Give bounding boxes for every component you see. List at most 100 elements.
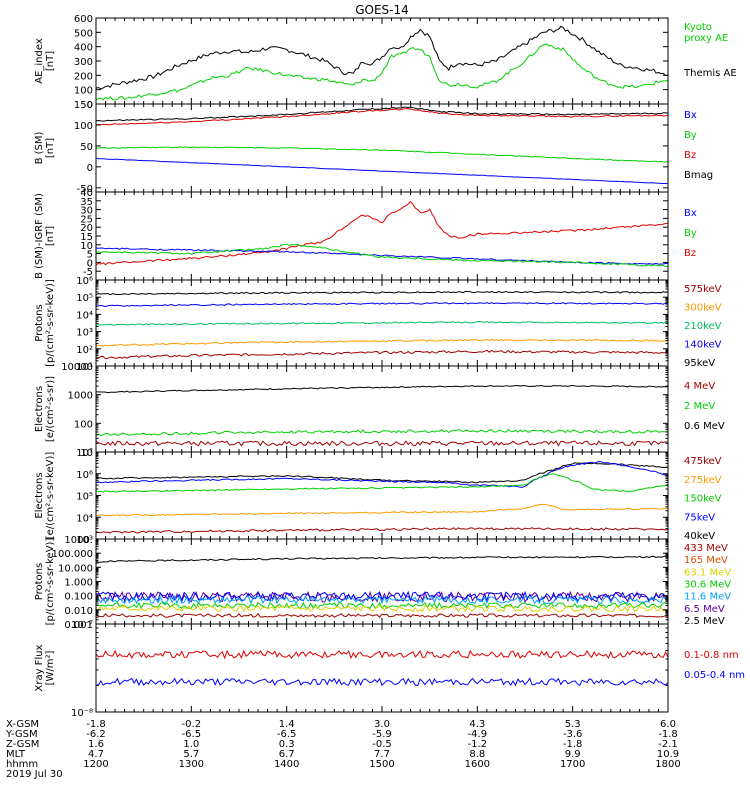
footer-value-z: 1.6 [88, 739, 104, 750]
footer-value-y: -3.6 [563, 729, 583, 740]
y-axis-label: Xray Flux [34, 644, 45, 691]
y-axis-label: [nT] [45, 138, 56, 158]
legend-b_igrf-1: By [684, 228, 697, 239]
footer-value-mlt: 7.7 [374, 749, 390, 760]
y-tick-label: 10³ [76, 535, 93, 546]
y-tick-label: 10000 [61, 362, 93, 373]
series-protons_low-210kev [95, 321, 669, 326]
series-protons_mev-63-1-mev [95, 601, 669, 610]
panel-frame [95, 623, 669, 713]
series-electrons_kev-150kev [95, 472, 669, 493]
series-protons_mev-30-6-mev [95, 595, 669, 605]
y-axis-label: Protons [34, 563, 45, 600]
legend-electrons_mev-2: 0.6 MeV [684, 421, 725, 432]
y-tick-label: 10.000 [58, 563, 93, 574]
footer-row-label: MLT [6, 749, 26, 760]
y-axis-label: [p/(cm²-s-sr-keV)] [45, 279, 56, 367]
y-tick-label: -50 [77, 184, 93, 195]
legend-b_sm-3: Bmag [684, 170, 713, 181]
legend-xray-0: 0.1-0.8 nm [684, 650, 739, 661]
y-axis-label: [e/(cm²-s-sr)] [45, 376, 56, 442]
y-tick-label: 100 [74, 86, 93, 97]
footer-value-y: -6.2 [86, 729, 106, 740]
series-xray-0-1-0-8-nm [95, 649, 669, 660]
y-axis-label: [p/(cm²-s-sr-keV)] [45, 538, 56, 626]
y-tick-label: 35 [80, 197, 93, 208]
y-tick-label: 0.001 [64, 620, 93, 631]
y-axis-label: [W/m²] [45, 650, 56, 685]
y-tick-label: 10 [80, 241, 93, 252]
y-axis-label: B (SM)-IGRF (SM) [34, 193, 45, 279]
legend-protons_mev-2: 63.1 MeV [684, 567, 731, 578]
y-tick-label: -5 [83, 267, 93, 278]
footer-value-y: -6.5 [277, 729, 297, 740]
legend-ae-1: proxy AE [684, 33, 728, 44]
y-tick-label: 5 [87, 250, 93, 261]
y-tick-label: 10⁶ [76, 276, 93, 287]
legend-protons_low-0: 575keV [684, 284, 722, 295]
footer-value-y: -4.9 [468, 729, 488, 740]
series-electrons_kev-75kev [95, 460, 669, 488]
y-tick-label: 10¹ [76, 362, 93, 373]
footer-value-x: 1.4 [279, 719, 295, 730]
legend-ae-2: Themis AE [683, 68, 737, 79]
legend-electrons_kev-4: 40keV [684, 531, 715, 542]
legend-b_sm-0: Bx [684, 110, 697, 121]
series-protons_low-300kev [95, 338, 669, 347]
y-tick-label: 300 [74, 57, 93, 68]
y-tick-label: 10⁵ [76, 293, 93, 304]
footer-value-z: -0.5 [372, 739, 392, 750]
series-electrons_mev-0-6-mev [96, 384, 669, 394]
legend-protons_low-1: 300keV [684, 303, 722, 314]
legend-b_sm-1: By [684, 130, 697, 141]
legend-electrons_mev-1: 2 MeV [684, 401, 715, 412]
chart-title: GOES-14 [355, 3, 409, 17]
legend-ae-0: Kyoto [684, 22, 712, 33]
footer-value-x: -1.8 [86, 719, 106, 730]
series-protons_low-575kev [95, 349, 669, 360]
series-protons_low-140kev [95, 302, 669, 308]
footer-value-hhmm: 1200 [83, 759, 108, 770]
series-protons_mev-11-6-mev [95, 590, 669, 603]
footer-value-mlt: 5.7 [183, 749, 199, 760]
footer-value-x: 6.0 [660, 719, 676, 730]
y-tick-label: 0 [87, 100, 93, 111]
y-tick-label: 400 [74, 43, 93, 54]
legend-xray-1: 0.05-0.4 nm [684, 670, 745, 681]
footer-value-y: -1.8 [658, 729, 678, 740]
footer-value-x: 5.3 [565, 719, 581, 730]
footer-date: 2019 Jul 30 [6, 769, 63, 780]
series-ae-themis-ae [95, 25, 669, 90]
footer-value-hhmm: 1600 [465, 759, 490, 770]
series-protons_mev-433-mev [95, 613, 669, 618]
y-tick-label: 600 [74, 14, 93, 25]
y-tick-label: 200 [74, 71, 93, 82]
footer-value-hhmm: 1400 [274, 759, 299, 770]
y-tick-label: 1.000 [64, 578, 93, 589]
y-axis-label: [nT] [45, 51, 56, 71]
footer-value-y: -5.9 [372, 729, 392, 740]
legend-protons_mev-0: 433 MeV [684, 543, 728, 554]
footer-value-mlt: 6.7 [279, 749, 295, 760]
series-b_sm-bx [95, 157, 669, 185]
series-ae-kyoto-proxy-ae [95, 43, 669, 101]
y-tick-label: 1000. [64, 535, 93, 546]
panel-electrons_kev: 10³ 10⁴ 10⁵ 10⁶ 10⁷ Electrons [e/(cm²-s-sr-keV… [34, 448, 722, 546]
footer-value-z: -1.8 [563, 739, 583, 750]
y-tick-label: 10⁵ [76, 492, 93, 503]
series-protons_mev-2-5-mev [95, 555, 669, 563]
legend-protons_mev-1: 165 MeV [684, 555, 728, 566]
legend-protons_low-2: 210keV [684, 321, 722, 332]
legend-electrons_mev-0: 4 MeV [684, 381, 715, 392]
y-tick-label: 10⁴ [76, 513, 93, 524]
legend-protons_low-4: 95keV [684, 358, 715, 369]
y-tick-label: 10² [76, 345, 93, 356]
y-tick-label: 0.100 [64, 592, 93, 603]
legend-electrons_kev-3: 75keV [684, 512, 715, 523]
footer-row-label: Z-GSM [6, 739, 39, 750]
y-axis-label: Electrons [34, 386, 45, 432]
y-tick-label: 0 [87, 258, 93, 269]
footer-ephemeris: X-GSMY-GSMZ-GSMMLThhmm-1.8-6.21.64.71200… [5, 719, 681, 780]
series-b_sm-by [96, 146, 669, 163]
y-axis-label: AE_index [34, 38, 45, 84]
